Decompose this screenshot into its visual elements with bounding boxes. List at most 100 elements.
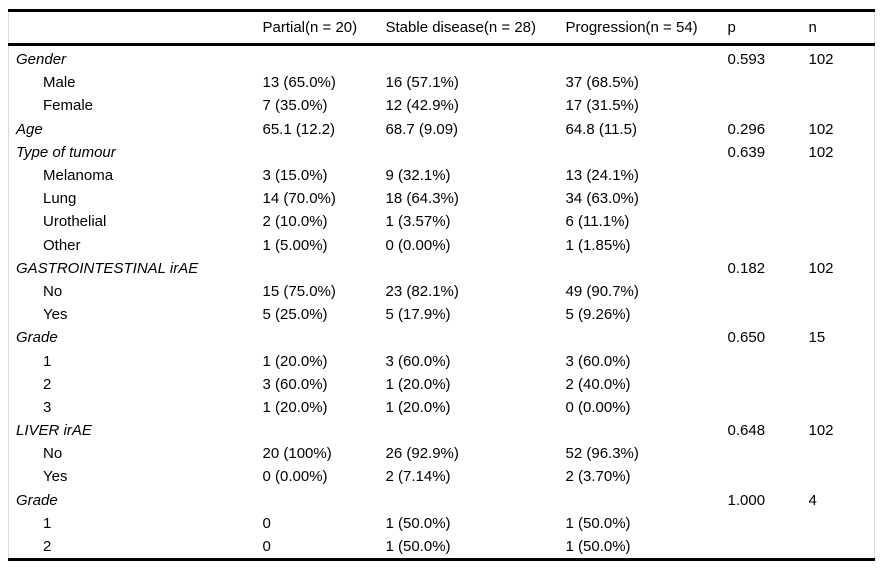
cell-stable: 2 (7.14%) [385, 468, 451, 486]
cell-partial: 2 (10.0%) [262, 213, 328, 231]
cell-partial: 0 (0.00%) [262, 468, 328, 486]
cell-partial: 5 (25.0%) [262, 306, 328, 324]
cell-partial [263, 141, 386, 164]
table-row: Yes 5 (25.0%) 5 (17.9%) 5 (9.26%) [9, 303, 875, 326]
row-label-item: 3 [43, 398, 52, 416]
header-stable-disease: Stable disease(n = 28) [385, 9, 566, 46]
cell-p: 0.648 [727, 422, 766, 440]
table-row: LIVER irAE 0.648 102 [9, 419, 875, 442]
cell-progression: 49 (90.7%) [565, 282, 639, 300]
cell-progression: 6 (11.1%) [565, 213, 630, 231]
cell-n [809, 164, 875, 187]
cell-stable [386, 141, 566, 164]
row-label-item: 2 [43, 375, 52, 393]
cell-partial: 1 (5.00%) [262, 236, 328, 254]
table-row: Yes 0 (0.00%) 2 (7.14%) 2 (3.70%) [9, 465, 875, 488]
cell-p [728, 164, 809, 187]
cell-p [728, 280, 809, 303]
cell-stable: 1 (50.0%) [385, 534, 566, 562]
cell-p: 0.296 [727, 120, 766, 138]
cell-progression: 0 (0.00%) [565, 398, 631, 416]
row-label-item: No [43, 445, 63, 463]
cell-partial: 65.1 (12.2) [262, 120, 336, 138]
cell-progression: 52 (96.3%) [565, 445, 639, 463]
row-label-group: Type of tumour [16, 143, 116, 161]
cell-p [728, 349, 809, 372]
table-row: Grade 1.000 4 [9, 489, 875, 512]
cell-progression: 13 (24.1%) [565, 167, 639, 185]
cell-progression: 3 (60.0%) [565, 352, 631, 370]
row-label-item: Melanoma [43, 167, 114, 185]
cell-p [728, 442, 809, 465]
cell-progression: 1 (50.0%) [565, 514, 631, 532]
row-label-item: Yes [43, 468, 68, 486]
table-row: Type of tumour 0.639 102 [9, 141, 875, 164]
cell-n [808, 534, 875, 562]
cell-progression: 37 (68.5%) [565, 74, 639, 92]
cell-p [728, 303, 809, 326]
cell-n [809, 94, 875, 117]
table-row: No 20 (100%) 26 (92.9%) 52 (96.3%) [9, 442, 875, 465]
table-row: Female 7 (35.0%) 12 (42.9%) 17 (31.5%) [9, 94, 875, 117]
cell-n: 4 [808, 491, 817, 509]
cell-stable: 18 (64.3%) [385, 190, 459, 208]
cell-stable: 5 (17.9%) [385, 306, 451, 324]
table-row: Age 65.1 (12.2) 68.7 (9.09) 64.8 (11.5) 0.29… [9, 118, 875, 141]
table-row: Male 13 (65.0%) 16 (57.1%) 37 (68.5%) [9, 71, 875, 94]
cell-partial: 13 (65.0%) [262, 74, 336, 92]
cell-p [728, 94, 809, 117]
cell-p [728, 234, 809, 257]
cell-n [809, 280, 875, 303]
cell-progression: 2 (40.0%) [565, 375, 631, 393]
table-row: Gender 0.593 102 [9, 45, 875, 72]
cell-stable: 23 (82.1%) [385, 282, 459, 300]
cell-stable [386, 45, 566, 72]
row-label-item: Male [43, 74, 76, 92]
cell-n: 102 [808, 120, 834, 138]
cell-n [809, 442, 875, 465]
cell-p [728, 512, 809, 535]
results-table-container: Partial(n = 20) Stable disease(n = 28) P… [8, 9, 875, 562]
cell-partial: 20 (100%) [262, 445, 332, 463]
cell-partial: 3 (15.0%) [262, 167, 328, 185]
cell-partial [263, 489, 386, 512]
table-row: 1 0 1 (50.0%) 1 (50.0%) [9, 512, 875, 535]
cell-partial: 3 (60.0%) [262, 375, 328, 393]
table-row: Other 1 (5.00%) 0 (0.00%) 1 (1.85%) [9, 234, 875, 257]
cell-p [728, 396, 809, 419]
cell-n [809, 234, 875, 257]
cell-progression [566, 419, 728, 442]
cell-progression: 1 (1.85%) [565, 236, 631, 254]
cell-partial [263, 45, 386, 72]
cell-stable [386, 489, 566, 512]
cell-progression: 34 (63.0%) [565, 190, 639, 208]
cell-n: 102 [808, 259, 834, 277]
cell-n [809, 396, 875, 419]
table-row: Lung 14 (70.0%) 18 (64.3%) 34 (63.0%) [9, 187, 875, 210]
cell-stable [386, 419, 566, 442]
header-row: Partial(n = 20) Stable disease(n = 28) P… [8, 9, 875, 46]
cell-stable: 0 (0.00%) [385, 236, 451, 254]
cell-n [809, 373, 875, 396]
row-label-group: LIVER irAE [16, 422, 92, 440]
table-row: 1 1 (20.0%) 3 (60.0%) 3 (60.0%) [9, 349, 875, 372]
cell-partial [263, 257, 386, 280]
cell-n [809, 349, 875, 372]
header-label [8, 9, 263, 46]
cell-stable: 1 (20.0%) [385, 398, 451, 416]
cell-n [809, 187, 875, 210]
table-row: Grade 0.650 15 [9, 326, 875, 349]
cell-partial [263, 326, 386, 349]
table-body: Gender 0.593 102 Male 13 (65.0%) 16 (57.1%) 37… [8, 45, 875, 562]
table-row: Urothelial 2 (10.0%) 1 (3.57%) 6 (11.1%) [9, 210, 875, 233]
row-label-group: Grade [16, 329, 58, 347]
row-label-item: No [43, 282, 63, 300]
row-label-item: 1 [43, 352, 52, 370]
cell-n [809, 303, 875, 326]
row-label-group: Age [16, 120, 43, 138]
row-label-group: GASTROINTESTINAL irAE [16, 259, 199, 277]
header-partial: Partial(n = 20) [262, 9, 386, 46]
cell-p [728, 210, 809, 233]
cell-p: 0.182 [727, 259, 766, 277]
